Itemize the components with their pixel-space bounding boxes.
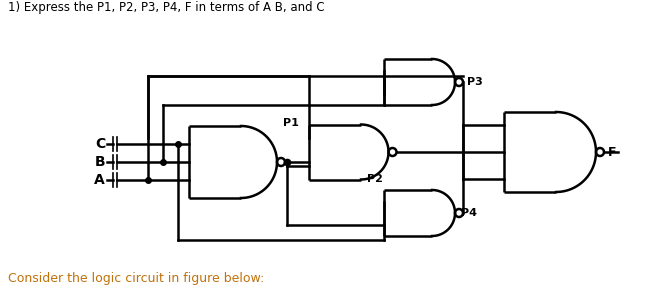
Text: P1: P1 (283, 118, 299, 128)
Text: 1) Express the P1, P2, P3, P4, F in terms of A B, and C: 1) Express the P1, P2, P3, P4, F in term… (8, 1, 325, 14)
Text: P4: P4 (461, 208, 477, 218)
Text: P2: P2 (367, 174, 382, 184)
Text: C: C (95, 137, 105, 151)
Text: F: F (608, 146, 616, 158)
Text: Consider the logic circuit in figure below:: Consider the logic circuit in figure bel… (8, 272, 264, 285)
Text: P3: P3 (467, 77, 483, 87)
Text: A: A (94, 173, 105, 187)
Text: B: B (94, 155, 105, 169)
